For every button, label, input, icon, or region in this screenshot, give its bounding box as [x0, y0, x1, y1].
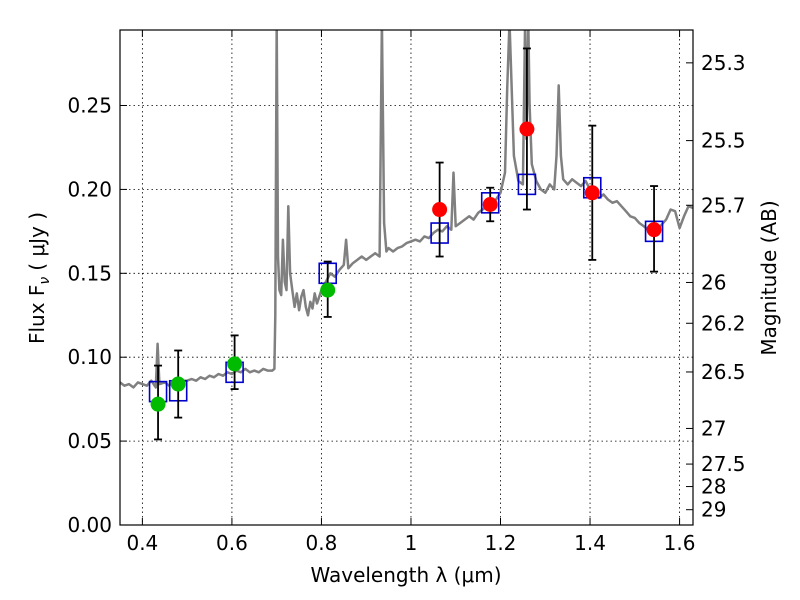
observed-flux-point [170, 376, 186, 392]
y2-tick-label: 26.5 [701, 360, 746, 384]
observed-flux-point [646, 222, 662, 238]
observed-flux-point [584, 185, 600, 201]
y2-tick-label: 28 [701, 475, 726, 499]
y-axis-title: Flux Fν ( μJy ) [25, 212, 53, 344]
axis-tick-labels: 0.4 0.6 0.8 1 1.2 1.4 1.6 0.00 0.05 0.10 0.15 0.20 0… [67, 51, 745, 555]
y-tick-label: 0.20 [67, 177, 112, 201]
y2-tick-label: 25.7 [701, 193, 746, 217]
y-tick-label: 0.00 [67, 513, 112, 537]
y2-tick-label: 27 [701, 416, 726, 440]
plot-frame [119, 29, 694, 526]
x-tick-label: 0.6 [216, 531, 248, 555]
template-spectrum-line [120, 30, 693, 389]
y-axis-title-unit: ( μJy ) [25, 212, 49, 271]
y2-tick-label: 29 [701, 498, 726, 522]
x-tick-label: 1 [405, 531, 418, 555]
y-tick-label: 0.05 [67, 429, 112, 453]
x-tick-label: 0.8 [306, 531, 338, 555]
y2-tick-label: 25.5 [701, 129, 746, 153]
x-tick-label: 1.4 [574, 531, 606, 555]
y2-axis-title: Magnitude (AB) [757, 200, 781, 355]
y2-tick-label: 27.5 [701, 452, 746, 476]
y-axis-title-sub: ν [37, 277, 53, 285]
template-spectrum-layer [120, 30, 693, 389]
x-axis-title: Wavelength λ (μm) [310, 563, 501, 587]
x-tick-label: 1.6 [664, 531, 696, 555]
y-axis-title-main: Flux F [25, 285, 49, 344]
y-tick-label: 0.10 [67, 345, 112, 369]
observed-flux-point [227, 356, 243, 372]
observed-flux-point [150, 396, 166, 412]
y-tick-label: 0.15 [67, 261, 112, 285]
x-tick-label: 1.2 [485, 531, 517, 555]
observed-flux-point [432, 202, 448, 218]
y2-tick-label: 25.3 [701, 51, 746, 75]
observed-flux-point [320, 282, 336, 298]
grid-lines [120, 30, 693, 526]
y2-tick-label: 26.2 [701, 311, 746, 335]
y2-tick-label: 26 [701, 270, 726, 294]
axis-ticks [120, 30, 693, 526]
x-tick-label: 0.4 [126, 531, 158, 555]
observed-photometry-layer [150, 47, 662, 441]
y-tick-label: 0.25 [67, 94, 112, 118]
observed-flux-point [519, 121, 535, 137]
observed-flux-point [482, 197, 498, 213]
